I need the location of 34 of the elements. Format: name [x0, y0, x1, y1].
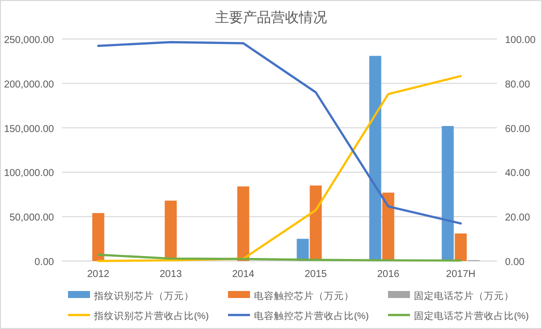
legend-label: 电容触控芯片营收占比(%) — [254, 310, 369, 322]
bar — [442, 126, 454, 261]
y2-tick-label: 20.00 — [505, 212, 530, 224]
y-tick-label: 50,000.00 — [10, 212, 54, 224]
legend-label: 指纹识别芯片（万元） — [93, 290, 194, 302]
x-tick-label: 2013 — [160, 269, 182, 280]
legend-label: 固定电话芯片营收占比(%) — [414, 310, 529, 322]
y2-tick-label: 100.00 — [505, 35, 536, 46]
y-tick-label: 100,000.00 — [4, 168, 54, 180]
bar — [237, 186, 250, 261]
x-tick-label: 2012 — [87, 269, 110, 280]
bar — [310, 186, 322, 261]
bar — [369, 56, 382, 261]
y2-tick-label: 0.00 — [505, 257, 525, 268]
x-tick-label: 2017H — [446, 269, 476, 280]
line-series — [97, 41, 462, 225]
bar — [92, 213, 104, 261]
y2-tick-label: 40.00 — [505, 168, 530, 180]
x-tick-label: 2014 — [232, 269, 255, 280]
legend-label: 电容触控芯片（万元） — [254, 290, 354, 302]
y-tick-label: 150,000.00 — [4, 124, 54, 135]
legend-label: 指纹识别芯片营收占比(%) — [93, 310, 209, 322]
y-tick-label: 200,000.00 — [4, 79, 54, 90]
chart-title: 主要产品营收情况 — [215, 9, 327, 25]
bar — [382, 192, 394, 261]
line-series — [97, 74, 462, 262]
x-tick-label: 2016 — [377, 269, 400, 280]
y2-tick-label: 60.00 — [505, 124, 530, 135]
y-tick-label: 0.00 — [34, 257, 54, 268]
bar — [454, 233, 467, 261]
y-tick-label: 250,000.00 — [4, 35, 54, 46]
y2-tick-label: 80.00 — [505, 79, 530, 90]
legend-label: 固定电话芯片（万元） — [414, 290, 514, 302]
x-tick-label: 2015 — [304, 269, 328, 280]
